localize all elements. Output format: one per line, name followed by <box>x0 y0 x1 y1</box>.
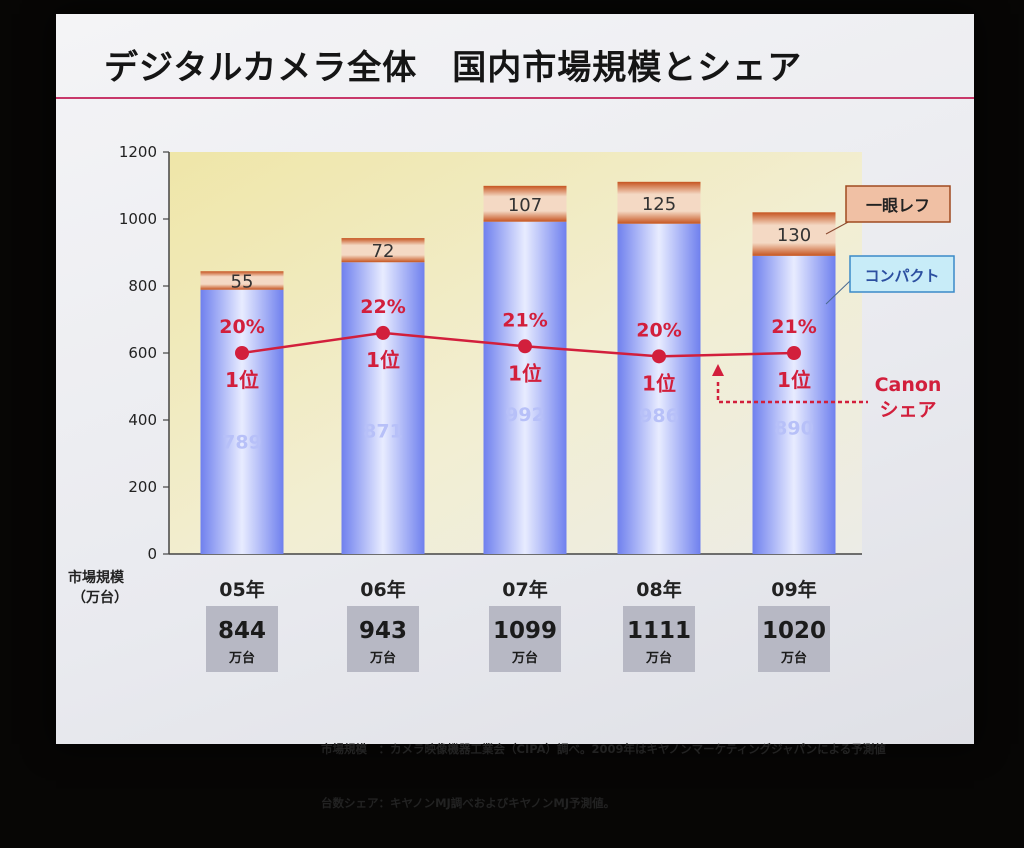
bar-slr <box>341 238 425 263</box>
canon-share-label: 20% <box>219 316 264 338</box>
y-tick-label: 800 <box>128 277 157 295</box>
footnotes: 市場規模 ：カメラ映像機器工業会（CIPA）調べ。2009年はキヤノンマーケティ… <box>321 704 886 848</box>
y-tick-label: 600 <box>128 344 157 362</box>
bar-slr-label: 107 <box>508 195 542 216</box>
bar-slr-label: 55 <box>231 271 254 292</box>
presentation-slide: デジタルカメラ全体 国内市場規模とシェア 0 200 400 600 800 1000 12… <box>56 14 974 810</box>
canon-share-point <box>518 339 532 354</box>
total-unit: 万台 <box>228 650 255 666</box>
total-unit: 万台 <box>369 650 396 666</box>
footnote-market: 市場規模 ：カメラ映像機器工業会（CIPA）調べ。2009年はキヤノンマーケティ… <box>321 742 886 756</box>
legend-slr-label: 一眼レフ <box>866 196 930 215</box>
y-axis-title: 市場規模 <box>68 569 125 586</box>
bar-slr <box>752 212 836 256</box>
bar-compact <box>341 262 425 554</box>
bar-compact-label: 789 <box>222 431 262 453</box>
canon-rank-label: 1位 <box>225 368 259 392</box>
canon-annotation-label: シェア <box>879 399 936 421</box>
bar-slr <box>617 181 701 224</box>
total-box <box>623 606 695 672</box>
y-tick-label: 1200 <box>119 143 157 161</box>
canon-share-point <box>376 325 390 340</box>
total-box <box>347 606 419 672</box>
bar-slr <box>483 185 567 222</box>
canon-share-label: 21% <box>502 309 547 331</box>
canon-rank-label: 1位 <box>642 371 676 395</box>
total-value: 943 <box>359 618 407 644</box>
bar-compact <box>200 289 284 554</box>
x-category-label: 09年 <box>771 578 816 601</box>
slide-title: デジタルカメラ全体 国内市場規模とシェア <box>104 48 803 88</box>
plot-area: 0 200 400 600 800 1000 1200 市場規模 （万台） 789 55 05年 844… <box>68 143 955 672</box>
footnote-share: 台数シェア：キヤノンMJ調べおよびキヤノンMJ予測値。 <box>321 796 616 810</box>
canon-annotation-arrow-line <box>716 382 868 404</box>
legend-compact-box <box>849 255 955 293</box>
legend-compact-label: コンパクト <box>864 267 939 285</box>
canon-share-label: 20% <box>636 319 681 341</box>
bar-compact <box>483 221 567 554</box>
market-chart: 0 200 400 600 800 1000 1200 市場規模 （万台） 789 55 05年 844… <box>68 143 955 672</box>
canon-share-point <box>235 346 249 360</box>
total-value: 1099 <box>493 618 557 644</box>
y-tick-label: 200 <box>128 478 157 496</box>
y-tick-label: 1000 <box>119 210 157 228</box>
bar-compact-label: 890 <box>774 418 814 440</box>
total-unit: 万台 <box>780 650 807 666</box>
canon-share-point <box>652 349 666 364</box>
total-value: 1020 <box>762 618 826 644</box>
canon-rank-label: 1位 <box>777 368 811 392</box>
canon-annotation-label: Canon <box>875 374 942 396</box>
canon-share-label: 21% <box>771 316 816 338</box>
legend-compact-leader <box>825 279 852 305</box>
x-category-label: 07年 <box>502 578 547 601</box>
bar-compact-label: 871 <box>363 420 403 442</box>
canon-share-point <box>787 346 801 360</box>
bar-slr-label: 72 <box>372 241 395 262</box>
x-category-label: 05年 <box>219 578 264 601</box>
canon-rank-label: 1位 <box>366 348 400 372</box>
legend-slr-box <box>845 185 951 223</box>
y-tick-label: 0 <box>147 545 157 563</box>
canon-annotation-arrowhead <box>712 364 724 376</box>
x-category-label: 08年 <box>636 578 681 601</box>
x-category-label: 06年 <box>360 578 405 601</box>
bar-compact-label: 986 <box>639 405 679 427</box>
bar-slr-label: 125 <box>642 194 676 215</box>
canon-rank-label: 1位 <box>508 361 542 385</box>
y-axis-title: （万台） <box>72 589 128 606</box>
y-tick-label: 400 <box>128 411 157 429</box>
canon-share-label: 22% <box>360 296 405 318</box>
bar-slr-label: 130 <box>777 225 811 246</box>
total-value: 1111 <box>627 618 691 644</box>
bar-compact <box>617 223 701 554</box>
bar-slr <box>200 271 284 290</box>
title-divider <box>56 97 974 99</box>
total-box <box>489 606 561 672</box>
bar-compact <box>752 255 836 554</box>
total-value: 844 <box>218 618 266 644</box>
total-box <box>206 606 278 672</box>
total-unit: 万台 <box>511 650 538 666</box>
total-box <box>758 606 830 672</box>
bar-compact-label: 992 <box>505 404 545 426</box>
total-unit: 万台 <box>645 650 672 666</box>
